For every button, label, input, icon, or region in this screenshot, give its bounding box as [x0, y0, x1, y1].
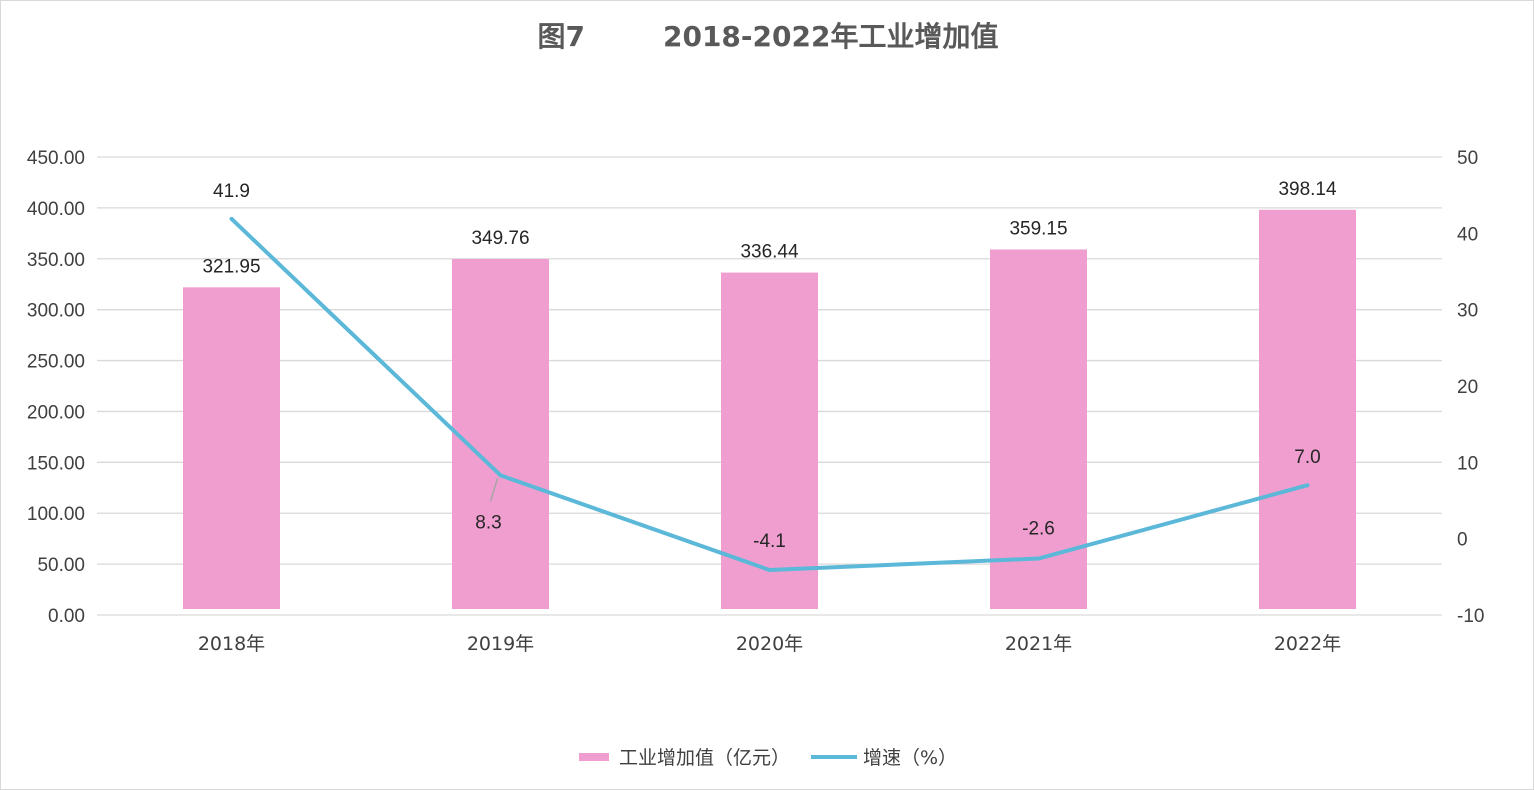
y-left-tick-label: 100.00 [27, 504, 85, 525]
y-left-tick-label: 400.00 [27, 199, 85, 220]
y-left-tick-label: 250.00 [27, 352, 85, 373]
y-left-tick-label: 200.00 [27, 402, 85, 423]
y-left-tick-label: 0.00 [48, 606, 85, 627]
legend-bar-label: 工业增加值（亿元） [619, 747, 790, 769]
line-point [1305, 483, 1310, 488]
y-left-tick-label: 50.00 [37, 555, 85, 576]
y-right-tick-label: 40 [1457, 224, 1478, 245]
x-category-label: 2018年 [198, 633, 265, 655]
bar-data-label: 359.15 [1009, 218, 1067, 239]
label-leader-line [489, 478, 499, 502]
line-data-label: -2.6 [1022, 519, 1055, 540]
bar-data-label: 336.44 [740, 242, 799, 263]
y-right-tick-label: 30 [1457, 301, 1478, 322]
y-left-tick-label: 150.00 [27, 453, 85, 474]
chart-title: 图7 2018-2022年工业增加值 [537, 20, 999, 53]
x-category-label: 2022年 [1274, 633, 1341, 655]
bar [1259, 209, 1356, 609]
x-category-label: 2019年 [467, 633, 534, 655]
legend-line-label: 增速（%） [863, 747, 957, 769]
line-data-label: 7.0 [1294, 447, 1320, 468]
bar [990, 249, 1087, 609]
bar-data-label: 349.76 [471, 228, 529, 249]
line-point [767, 567, 772, 572]
x-category-label: 2021年 [1005, 633, 1072, 655]
line-data-label: 8.3 [475, 512, 501, 533]
line-point [1036, 556, 1041, 561]
y-right-tick-label: 0 [1457, 530, 1468, 551]
x-category-label: 2020年 [736, 633, 803, 655]
bar [721, 272, 818, 609]
y-left-tick-label: 450.00 [27, 148, 85, 169]
y-right-tick-label: 10 [1457, 453, 1478, 474]
bar-data-label: 321.95 [202, 256, 260, 277]
legend-bar-swatch [579, 753, 609, 761]
y-right-tick-label: -10 [1457, 606, 1484, 627]
y-right-tick-label: 20 [1457, 377, 1478, 398]
line-data-label: -4.1 [753, 531, 786, 552]
y-left-tick-label: 300.00 [27, 301, 85, 322]
bar [452, 259, 549, 609]
bar [183, 287, 280, 609]
line-point [229, 216, 234, 221]
y-left-tick-label: 350.00 [27, 250, 85, 271]
line-point [498, 473, 503, 478]
line-data-label: 41.9 [213, 181, 250, 202]
y-right-tick-label: 50 [1457, 148, 1478, 169]
bar-data-label: 398.14 [1278, 179, 1337, 200]
